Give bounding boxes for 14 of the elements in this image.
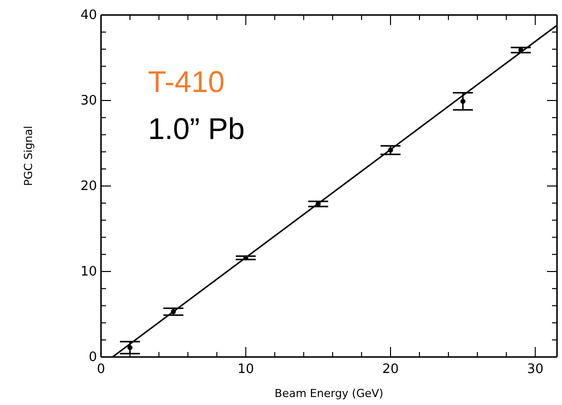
annotation: 1.0” Pb <box>148 113 245 147</box>
point <box>460 98 466 104</box>
y-tick-label: 30 <box>80 94 97 108</box>
y-axis-title: PGC Signal <box>22 126 35 186</box>
x-tick-label: 10 <box>237 362 254 377</box>
annotation: T-410 <box>148 66 225 100</box>
y-tick-label: 40 <box>80 8 97 23</box>
point <box>127 345 132 350</box>
y-tick-label: 20 <box>80 179 97 194</box>
y-tick-label: 0 <box>88 350 97 365</box>
x-tick-label: 30 <box>527 362 544 377</box>
x-tick-label: 20 <box>382 362 399 377</box>
y-tick-label: 10 <box>80 264 97 280</box>
x-axis-title: Beam Energy (GeV) <box>274 387 384 400</box>
